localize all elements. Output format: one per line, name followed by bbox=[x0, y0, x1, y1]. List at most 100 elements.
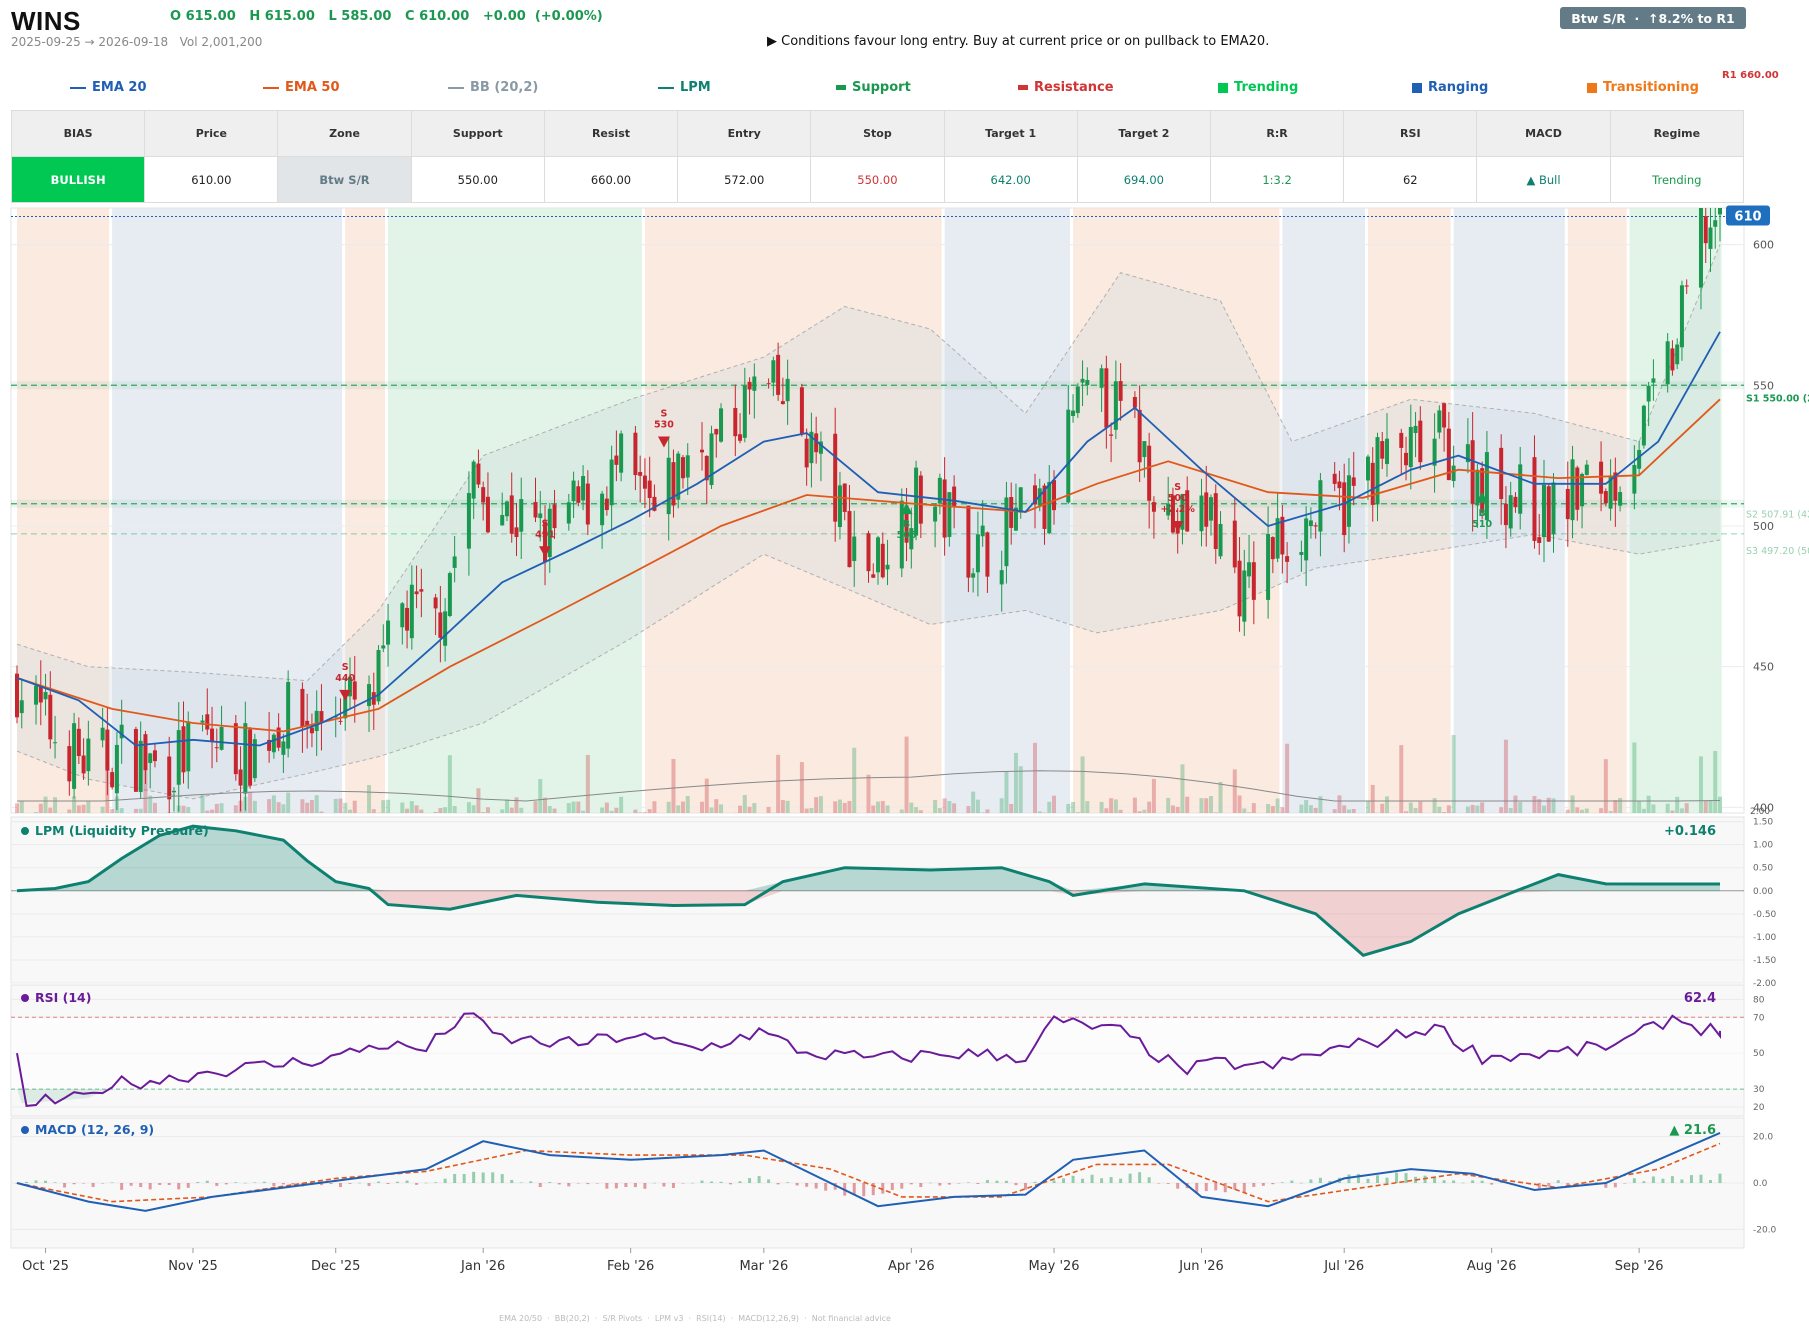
rsi-dot-icon bbox=[21, 994, 29, 1002]
volume-bar bbox=[1432, 798, 1437, 813]
lpm-tick-label: 0.50 bbox=[1753, 864, 1773, 874]
candle-body bbox=[186, 721, 191, 772]
volume-bar bbox=[975, 799, 980, 813]
ema20-swatch bbox=[70, 86, 86, 89]
volume-bar bbox=[509, 807, 514, 813]
candle-body bbox=[566, 502, 571, 524]
macd-histogram-bar bbox=[652, 1182, 656, 1184]
volume-bar bbox=[367, 785, 372, 813]
macd-histogram-bar bbox=[234, 1182, 238, 1183]
resistance-swatch bbox=[1018, 85, 1028, 90]
macd-histogram-bar bbox=[662, 1183, 666, 1187]
macd-histogram-bar bbox=[1689, 1175, 1693, 1183]
legend-trending[interactable]: Trending bbox=[1218, 80, 1298, 95]
support-level-label: S1 550.00 (20x) bbox=[1746, 393, 1809, 404]
candle-body bbox=[1099, 368, 1104, 388]
volume-bar bbox=[1113, 799, 1118, 813]
candle-body bbox=[804, 438, 809, 468]
regime-band-transitioning bbox=[1073, 208, 1280, 813]
volume-bar bbox=[1104, 808, 1109, 813]
volume-bar bbox=[214, 803, 219, 813]
macd-histogram-bar bbox=[510, 1179, 514, 1183]
volume-bar bbox=[186, 806, 191, 813]
macd-histogram-bar bbox=[576, 1183, 580, 1184]
volume-bar bbox=[1365, 800, 1370, 813]
candle-body bbox=[1484, 452, 1489, 521]
legend-ema20[interactable]: EMA 20 bbox=[70, 80, 147, 95]
rsi-title: RSI (14) bbox=[35, 990, 91, 1005]
macd-histogram-bar bbox=[1585, 1183, 1589, 1184]
volume-bar bbox=[609, 810, 614, 813]
volume-bar bbox=[143, 738, 148, 813]
volume-bar bbox=[1247, 812, 1252, 813]
legend-bb[interactable]: BB (20,2) bbox=[448, 80, 538, 95]
volume-bar bbox=[1351, 808, 1356, 813]
candle-body bbox=[999, 570, 1004, 585]
x-tick-label: Nov '25 bbox=[168, 1259, 218, 1274]
volume-bar bbox=[780, 800, 785, 813]
legend-support[interactable]: Support bbox=[836, 80, 911, 95]
lpm-tick-label: -2.00 bbox=[1753, 979, 1777, 989]
volume-bar bbox=[1213, 812, 1218, 813]
candle-body bbox=[742, 385, 747, 438]
candle-body bbox=[666, 457, 671, 515]
candle-body bbox=[1470, 440, 1475, 504]
volume-bar bbox=[1603, 759, 1608, 813]
candle-body bbox=[652, 496, 657, 511]
macd-histogram-bar bbox=[500, 1174, 504, 1183]
candle-body bbox=[1151, 502, 1156, 512]
candle-body bbox=[86, 738, 91, 772]
volume-bar bbox=[176, 805, 181, 813]
candle-body bbox=[909, 528, 914, 550]
volume-bar bbox=[1175, 806, 1180, 813]
volume-bar bbox=[1608, 810, 1613, 813]
candle-body bbox=[352, 681, 357, 700]
candle-body bbox=[1537, 537, 1542, 543]
volume-bar bbox=[666, 801, 671, 813]
macd-histogram-bar bbox=[1642, 1181, 1646, 1183]
volume-bar bbox=[267, 799, 272, 813]
macd-histogram-bar bbox=[1547, 1183, 1551, 1187]
candle-body bbox=[233, 723, 238, 775]
volume-bar bbox=[685, 795, 690, 813]
legend-lpm[interactable]: LPM bbox=[658, 80, 711, 95]
candle-body bbox=[676, 453, 681, 500]
macd-histogram-bar bbox=[196, 1181, 200, 1183]
volume-bar bbox=[38, 803, 43, 813]
legend-resistance[interactable]: Resistance bbox=[1018, 80, 1114, 95]
candle-body bbox=[1313, 525, 1318, 527]
legend-transitioning[interactable]: Transitioning bbox=[1587, 80, 1699, 95]
candle-body bbox=[1132, 396, 1137, 408]
volume-bar bbox=[248, 792, 253, 813]
volume-bar bbox=[481, 812, 486, 813]
macd-dot-icon bbox=[21, 1126, 29, 1134]
volume-bar bbox=[1137, 811, 1142, 813]
candle-body bbox=[747, 381, 752, 390]
legend-ema50[interactable]: EMA 50 bbox=[263, 80, 340, 95]
col-header: Target 1 bbox=[943, 110, 1078, 157]
candle-body bbox=[985, 532, 990, 577]
volume-bar bbox=[15, 803, 19, 813]
macd-histogram-bar bbox=[700, 1180, 704, 1183]
volume-bar bbox=[271, 795, 276, 813]
candle-body bbox=[876, 537, 881, 573]
candle-body bbox=[376, 650, 381, 702]
price-tick-label: 550 bbox=[1753, 379, 1774, 392]
volume-bar bbox=[314, 795, 319, 813]
volume-bar bbox=[1304, 800, 1309, 813]
legend-ranging[interactable]: Ranging bbox=[1412, 80, 1488, 95]
x-tick-label: Dec '25 bbox=[311, 1259, 360, 1274]
candle-body bbox=[466, 493, 471, 549]
volume-average-line bbox=[17, 770, 1721, 802]
macd-histogram-bar bbox=[909, 1183, 913, 1185]
candle-body bbox=[433, 597, 438, 609]
volume-bar bbox=[300, 799, 305, 813]
candle-body bbox=[937, 477, 942, 504]
macd-last-value: ▲ 21.6 bbox=[1669, 1123, 1716, 1138]
volume-bar bbox=[119, 808, 124, 813]
volume-bar bbox=[738, 805, 743, 813]
volume-bar bbox=[281, 804, 286, 813]
candle-body bbox=[314, 710, 319, 732]
macd-histogram-bar bbox=[1433, 1177, 1437, 1183]
candle-body bbox=[200, 720, 205, 723]
